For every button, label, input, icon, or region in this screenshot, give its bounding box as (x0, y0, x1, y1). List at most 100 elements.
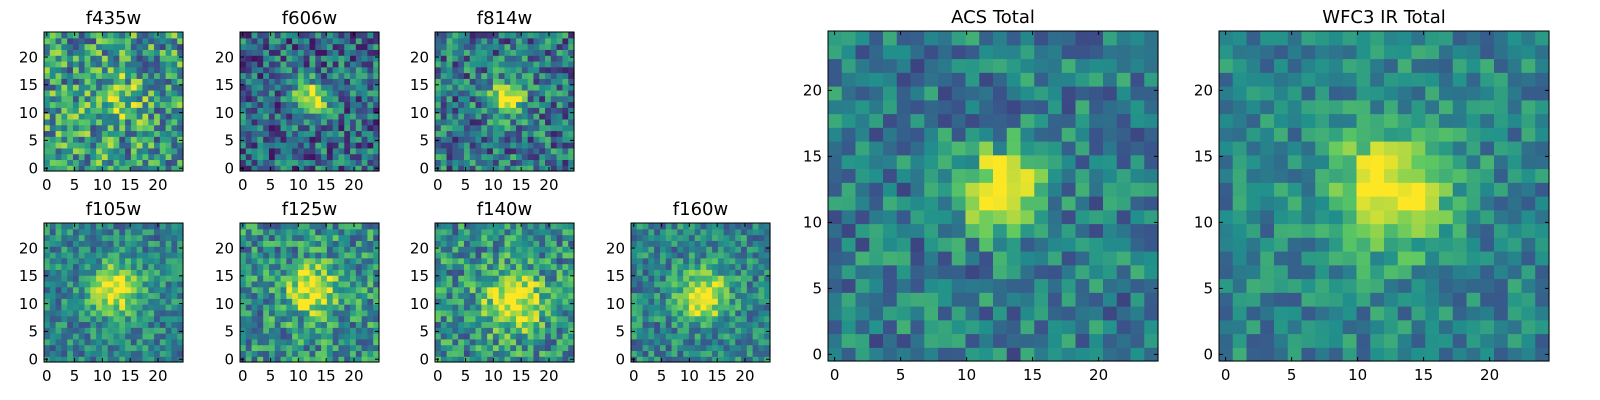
heatmap-cell (245, 113, 253, 120)
heatmap-cell (469, 304, 477, 311)
heatmap-cell (72, 344, 80, 352)
heatmap-cell (263, 49, 270, 56)
heatmap-cell (136, 78, 144, 85)
heatmap-cell (268, 263, 276, 270)
heatmap-cell (125, 43, 132, 50)
heatmap-cell (373, 304, 380, 311)
heatmap-cell (659, 344, 667, 352)
heatmap-cell (1439, 347, 1454, 362)
x-tick-label: 20 (148, 176, 167, 194)
heatmap-cell (332, 130, 340, 137)
heatmap-cell (510, 142, 517, 149)
heatmap-cell (1075, 99, 1090, 115)
heatmap-cell (965, 141, 980, 156)
heatmap-cell (344, 338, 351, 346)
heatmap-cell (1130, 113, 1145, 128)
heatmap-cell (245, 333, 253, 340)
heatmap-cell (556, 147, 564, 155)
heatmap-cell (951, 196, 967, 211)
heatmap-cell (49, 37, 57, 45)
heatmap-cell (84, 280, 91, 288)
panel-title: f814w (477, 8, 532, 29)
heatmap-cell (78, 338, 86, 346)
heatmap-cell (263, 338, 270, 346)
heatmap-cell (717, 338, 725, 346)
heatmap-cell (764, 286, 771, 294)
heatmap-cell (373, 124, 380, 132)
heatmap-cell (487, 60, 494, 68)
heatmap-cell (84, 263, 91, 270)
heatmap-cell (550, 315, 558, 323)
heatmap-cell (723, 257, 731, 265)
heatmap-cell (350, 240, 357, 247)
heatmap-cell (458, 89, 465, 97)
heatmap-cell (292, 240, 299, 247)
heatmap-cell (55, 234, 62, 241)
heatmap-cell (1006, 223, 1022, 238)
heatmap-cell (107, 344, 115, 352)
heatmap-cell (113, 304, 120, 311)
heatmap-cell (654, 234, 661, 241)
heatmap-cell (993, 58, 1008, 73)
heatmap-cell (665, 246, 673, 253)
heatmap-cell (545, 251, 552, 259)
heatmap-cell (142, 333, 149, 340)
heatmap-cell (113, 327, 120, 334)
heatmap-cell (648, 338, 655, 346)
heatmap-cell (965, 113, 980, 128)
heatmap-cell (475, 350, 482, 357)
heatmap-cell (717, 263, 725, 270)
heatmap-cell (44, 43, 51, 50)
heatmap-cell (539, 234, 546, 241)
x-tick-label: 15 (512, 176, 531, 194)
heatmap-cell (286, 304, 293, 311)
heatmap-cell (303, 338, 311, 346)
heatmap-cell (556, 321, 564, 328)
heatmap-cell (326, 37, 334, 45)
heatmap-cell (435, 350, 442, 357)
heatmap-cell (61, 333, 68, 340)
heatmap-cell (1048, 168, 1063, 183)
heatmap-cell (107, 136, 115, 143)
heatmap-cell (1130, 141, 1145, 156)
heatmap-cell (562, 304, 569, 311)
heatmap-cell (993, 209, 1008, 225)
heatmap-cell (1466, 292, 1481, 307)
heatmap-cell (101, 344, 109, 352)
heatmap-cell (263, 263, 270, 270)
heatmap-cell (746, 246, 754, 253)
heatmap-cell (741, 344, 748, 352)
heatmap-cell (828, 44, 843, 60)
heatmap-cell (1480, 347, 1495, 362)
heatmap-cell (326, 49, 334, 56)
heatmap-cell (910, 168, 925, 183)
heatmap-cell (435, 49, 442, 56)
heatmap-cell (148, 292, 155, 299)
heatmap-cell (979, 86, 994, 101)
heatmap-cell (321, 251, 328, 259)
heatmap-cell (1452, 347, 1468, 362)
heatmap-cell (521, 101, 529, 108)
heatmap-cell (1006, 306, 1022, 321)
heatmap-cell (257, 356, 264, 363)
heatmap-cell (274, 251, 282, 259)
heatmap-cell (90, 124, 97, 132)
heatmap-cell (550, 223, 558, 230)
heatmap-cell (361, 269, 369, 276)
heatmap-cell (165, 321, 173, 328)
heatmap-cell (344, 228, 351, 236)
heatmap-cell (297, 292, 305, 299)
heatmap-cell (469, 338, 477, 346)
heatmap-cell (251, 101, 258, 108)
heatmap-cell (78, 124, 86, 132)
heatmap-cell (481, 72, 488, 79)
heatmap-cell (159, 124, 167, 132)
heatmap-cell (61, 228, 68, 236)
heatmap-cell (965, 278, 980, 293)
heatmap-cell (251, 263, 258, 270)
heatmap-cell (286, 159, 293, 166)
heatmap-cell (130, 280, 138, 288)
heatmap-cell (245, 165, 253, 172)
heatmap-cell (492, 72, 500, 79)
heatmap-cell (648, 228, 655, 236)
